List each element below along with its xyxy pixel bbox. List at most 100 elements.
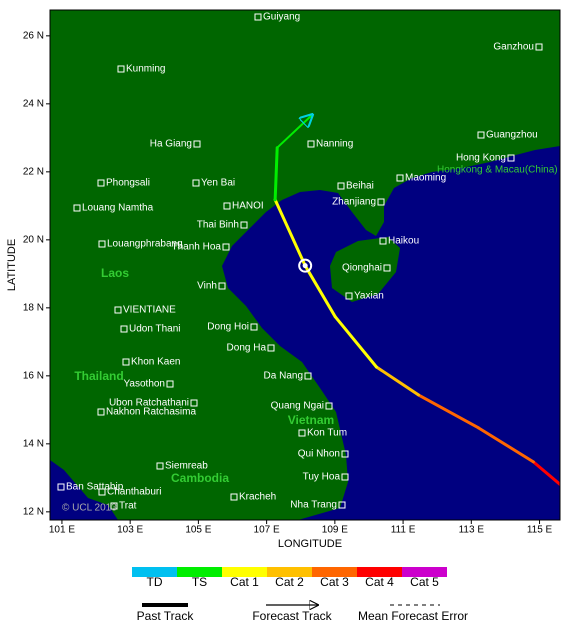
region-label: Cambodia bbox=[171, 471, 229, 485]
region-label: Laos bbox=[101, 266, 129, 280]
region-label: Thailand bbox=[74, 369, 123, 383]
place-marker bbox=[117, 65, 125, 73]
place-label: Kunming bbox=[126, 64, 165, 75]
legend-swatch bbox=[402, 567, 447, 577]
legend-label: Cat 4 bbox=[365, 575, 394, 589]
y-tick-label: 24 N bbox=[23, 98, 44, 109]
x-axis-label: LONGITUDE bbox=[278, 538, 342, 550]
place-marker bbox=[477, 131, 485, 139]
place-marker bbox=[97, 408, 105, 416]
place-label: Ubon Ratchathani bbox=[109, 398, 189, 409]
past-track-segment bbox=[476, 426, 535, 464]
legend-label: TS bbox=[192, 575, 207, 589]
place-label: Dong Ha bbox=[227, 343, 267, 354]
copyright: © UCL 2013 bbox=[62, 503, 117, 514]
place-marker bbox=[114, 306, 122, 314]
past-track-segment bbox=[333, 315, 378, 369]
y-tick-label: 12 N bbox=[23, 506, 44, 517]
place-marker bbox=[122, 358, 130, 366]
place-marker bbox=[190, 399, 198, 407]
legend-label: Cat 5 bbox=[410, 575, 439, 589]
place-marker bbox=[298, 429, 306, 437]
place-label: Kracheh bbox=[239, 492, 276, 503]
place-label: Louangphrabang bbox=[107, 239, 183, 250]
place-label: Yaxian bbox=[354, 291, 384, 302]
place-label: Nanning bbox=[316, 139, 353, 150]
x-tick-label: 109 E bbox=[322, 525, 348, 536]
place-marker bbox=[98, 488, 106, 496]
place-label: Nha Trang bbox=[290, 500, 337, 511]
forecast-track bbox=[276, 115, 312, 149]
place-label: Ha Giang bbox=[150, 139, 192, 150]
past-track-segment bbox=[303, 264, 337, 319]
place-marker bbox=[98, 240, 106, 248]
place-marker bbox=[222, 243, 230, 251]
place-label: Phongsali bbox=[106, 178, 150, 189]
region-label: Hongkong & Macau(China) bbox=[437, 165, 558, 176]
place-label: Vinh bbox=[197, 281, 217, 292]
place-marker bbox=[73, 204, 81, 212]
place-label: Ban Sattahip bbox=[66, 482, 124, 493]
place-marker bbox=[341, 473, 349, 481]
place-marker bbox=[192, 179, 200, 187]
place-marker bbox=[240, 221, 248, 229]
legend-label: TD bbox=[147, 575, 163, 589]
y-tick-label: 18 N bbox=[23, 302, 44, 313]
legend-label: Cat 2 bbox=[275, 575, 304, 589]
place-marker bbox=[120, 325, 128, 333]
place-marker bbox=[341, 450, 349, 458]
place-marker bbox=[338, 501, 346, 509]
place-marker bbox=[267, 344, 275, 352]
place-label: Louang Namtha bbox=[82, 203, 154, 214]
place-marker bbox=[535, 43, 543, 51]
legend-line-label: Mean Forecast Error bbox=[358, 609, 468, 623]
legend-label: Cat 3 bbox=[320, 575, 349, 589]
place-label: Maoming bbox=[405, 173, 446, 184]
legend-swatch bbox=[177, 567, 222, 577]
place-marker bbox=[307, 140, 315, 148]
place-label: Kon Tum bbox=[307, 428, 347, 439]
y-tick-label: 22 N bbox=[23, 166, 44, 177]
place-label: Dong Hoi bbox=[207, 322, 249, 333]
place-label: Zhanjiang bbox=[332, 197, 376, 208]
place-label: Tuy Hoa bbox=[303, 472, 341, 483]
place-marker bbox=[304, 372, 312, 380]
current-position-dot bbox=[302, 263, 308, 269]
place-label: HANOI bbox=[232, 201, 264, 212]
past-track-segment bbox=[273, 198, 307, 268]
x-tick-label: 103 E bbox=[117, 525, 143, 536]
place-label: Guangzhou bbox=[486, 130, 538, 141]
place-label: Udon Thani bbox=[129, 324, 181, 335]
place-label: Siemreab bbox=[165, 461, 208, 472]
place-marker bbox=[57, 483, 65, 491]
x-tick-label: 105 E bbox=[185, 525, 211, 536]
legend-swatch bbox=[357, 567, 402, 577]
place-marker bbox=[218, 282, 226, 290]
past-track-segment bbox=[416, 393, 480, 430]
place-label: VIENTIANE bbox=[123, 305, 176, 316]
place-label: Nakhon Ratchasima bbox=[106, 407, 196, 418]
legend-label: Cat 1 bbox=[230, 575, 259, 589]
place-marker bbox=[337, 182, 345, 190]
place-label: Chanthaburi bbox=[107, 487, 161, 498]
x-tick-label: 113 E bbox=[459, 525, 485, 536]
place-marker bbox=[110, 502, 118, 510]
past-track-segment bbox=[273, 146, 279, 202]
place-marker bbox=[379, 237, 387, 245]
x-tick-label: 107 E bbox=[254, 525, 280, 536]
y-tick-label: 26 N bbox=[23, 30, 44, 41]
place-label: Qionghai bbox=[342, 263, 382, 274]
place-marker bbox=[156, 462, 164, 470]
region-label: Vietnam bbox=[288, 413, 334, 427]
place-label: Khon Kaen bbox=[131, 357, 181, 368]
place-marker bbox=[325, 402, 333, 410]
place-marker bbox=[166, 380, 174, 388]
y-tick-label: 14 N bbox=[23, 438, 44, 449]
place-marker bbox=[507, 154, 515, 162]
island bbox=[330, 237, 400, 302]
place-label: Haikou bbox=[388, 236, 419, 247]
place-label: Thanh Hoa bbox=[172, 242, 222, 253]
place-marker bbox=[223, 202, 231, 210]
place-marker bbox=[250, 323, 258, 331]
